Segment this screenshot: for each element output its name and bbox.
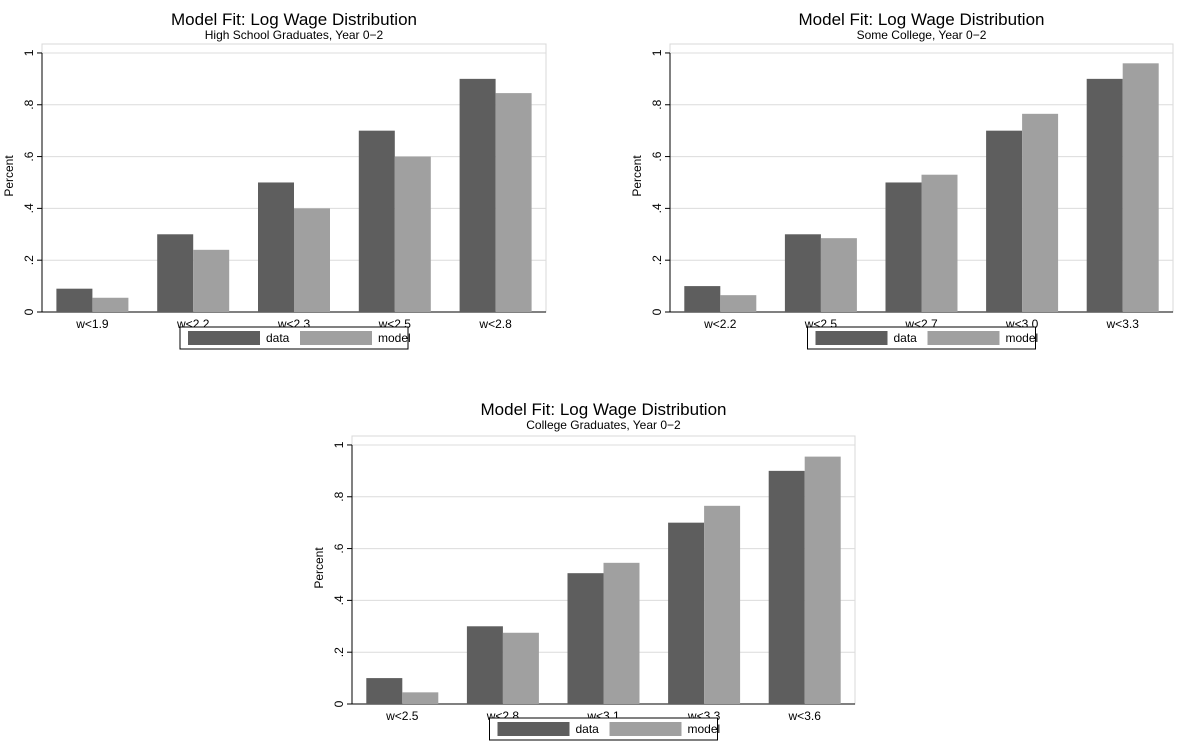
chart-title: Model Fit: Log Wage Distribution [171,10,417,29]
chart-panel: Model Fit: Log Wage DistributionCollege … [312,400,856,741]
bar-model [1022,113,1059,312]
legend-label-data: data [266,331,290,345]
legend-label-model: model [1006,331,1039,345]
bar-model [921,174,958,312]
chart-subtitle: Some College, Year 0−2 [857,28,987,42]
bar-data [459,78,496,312]
chart-title: Model Fit: Log Wage Distribution [799,10,1045,29]
y-tick-label: .8 [332,491,346,501]
bar-data [567,573,604,704]
y-tick-label: .4 [22,203,36,213]
y-tick-label: .4 [650,203,664,213]
bar-model [193,249,230,312]
y-axis-label: Percent [630,155,644,197]
bar-model [502,632,539,704]
legend-label-model: model [378,331,411,345]
y-axis-label: Percent [312,547,326,589]
legend-swatch-model [927,331,1000,345]
legend-label-data: data [894,331,918,345]
bar-model [402,692,439,704]
bar-data [157,234,194,312]
bar-data [466,626,503,704]
y-tick-label: .6 [22,151,36,161]
chart-subtitle: High School Graduates, Year 0−2 [205,28,384,42]
bar-data [784,234,821,312]
bar-model [704,505,741,704]
bar-model [820,238,857,312]
y-axis-label: Percent [2,155,16,197]
bar-data [885,182,922,312]
y-tick-label: .2 [22,255,36,265]
bar-model [1122,63,1159,312]
y-tick-label: .8 [650,99,664,109]
bar-data [56,288,93,312]
x-tick-label: w<3.6 [788,709,822,723]
bar-data [986,130,1023,312]
bar-data [358,130,395,312]
chart-subtitle: College Graduates, Year 0−2 [526,418,681,432]
bar-model [603,562,640,704]
y-tick-label: .4 [332,595,346,605]
y-tick-label: 1 [332,441,346,448]
x-tick-label: w<2.8 [478,317,512,331]
bar-data [668,522,705,704]
y-tick-label: 0 [332,700,346,707]
legend-swatch-data [188,331,260,345]
legend-label-data: data [576,722,600,736]
x-tick-label: w<2.5 [385,709,419,723]
bar-model [92,297,129,312]
bar-model [294,208,330,312]
y-tick-label: 1 [22,49,36,56]
bar-model [804,456,841,704]
y-tick-label: .2 [332,647,346,657]
bar-data [768,470,805,704]
legend: data model [489,717,721,741]
legend-label-model: model [688,722,721,736]
y-tick-label: .8 [22,99,36,109]
y-tick-label: .6 [332,543,346,553]
bar-data [366,678,403,704]
y-tick-label: 0 [22,308,36,315]
legend: data model [179,326,411,350]
x-tick-label: w<2.2 [703,317,737,331]
legend-swatch-data [497,722,570,736]
bar-data [258,182,294,312]
bar-model [394,156,431,312]
y-tick-label: 0 [650,308,664,315]
chart-title: Model Fit: Log Wage Distribution [481,400,727,419]
legend-swatch-model [609,722,682,736]
legend-swatch-model [300,331,372,345]
bar-model [495,93,532,312]
y-tick-label: .6 [650,151,664,161]
bar-model [720,295,757,312]
legend-swatch-data [815,331,888,345]
x-tick-label: w<1.9 [75,317,109,331]
bar-data [1086,78,1123,312]
y-tick-label: .2 [650,255,664,265]
x-tick-label: w<3.3 [1106,317,1140,331]
bar-data [684,286,721,312]
y-tick-label: 1 [650,49,664,56]
legend: data model [807,326,1039,350]
